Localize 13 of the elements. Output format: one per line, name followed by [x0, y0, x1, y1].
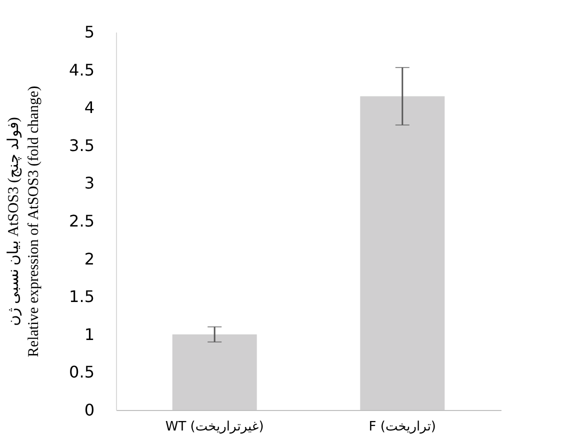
y-tick-label: 4: [84, 98, 94, 118]
y-tick-label: 1: [84, 324, 94, 344]
y-tick-label: 3: [84, 174, 94, 193]
y-tick-label: 0.5: [69, 362, 94, 382]
y-tick-label: 3.5: [69, 136, 94, 155]
y-tick-label: 1.5: [69, 287, 94, 306]
y-tick-label: 0: [84, 400, 94, 420]
y-tick-label: 4.5: [69, 60, 94, 80]
y-tick-label: 5: [84, 22, 94, 42]
y-tick-label: 2.5: [69, 212, 94, 230]
x-tick-label: WT (غیرتراریخت): [165, 420, 264, 434]
x-tick-label: F (تراریخت): [368, 420, 436, 434]
y-tick-label: 2: [84, 249, 94, 268]
